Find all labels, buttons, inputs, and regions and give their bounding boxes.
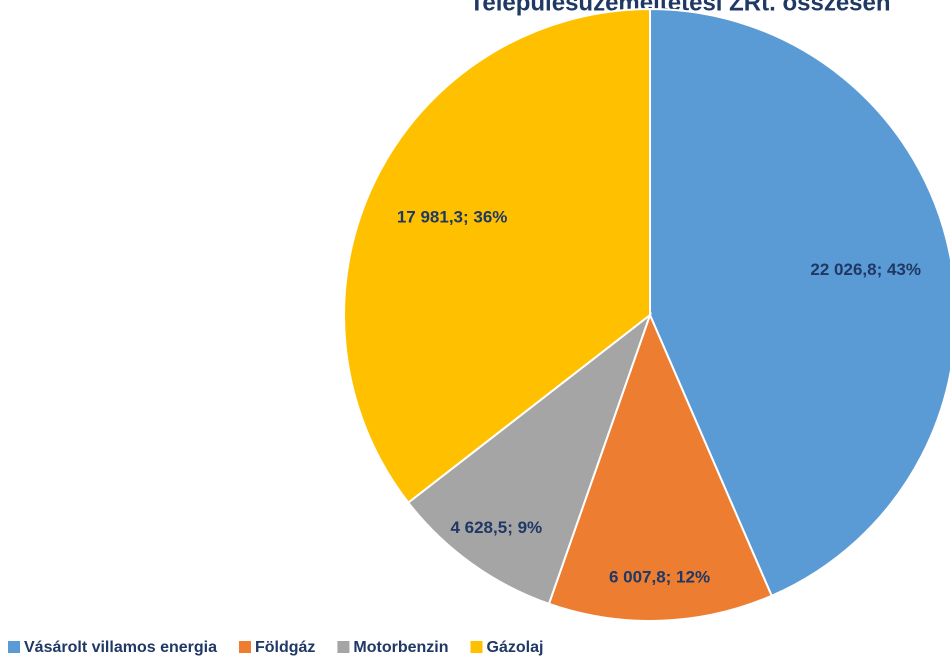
data-label: 22 026,8; 43% xyxy=(810,260,921,279)
chart-title: Településüzemeltetési ZRt. összesen xyxy=(469,0,890,16)
data-label: 6 007,8; 12% xyxy=(609,567,710,586)
legend-label: Földgáz xyxy=(255,639,315,656)
data-label: 4 628,5; 9% xyxy=(450,518,542,537)
legend-label: Motorbenzin xyxy=(353,639,448,656)
legend-label: Vásárolt villamos energia xyxy=(24,639,217,656)
legend-swatch xyxy=(238,641,251,653)
data-label: 17 981,3; 36% xyxy=(397,208,508,227)
legend-label: Gázolaj xyxy=(487,639,544,656)
legend-swatch xyxy=(337,641,350,653)
pie-slice xyxy=(406,312,653,606)
legend-swatch xyxy=(8,641,20,653)
pie-slice xyxy=(343,7,651,505)
legend-swatch xyxy=(470,641,483,653)
pie-slice xyxy=(547,312,773,622)
